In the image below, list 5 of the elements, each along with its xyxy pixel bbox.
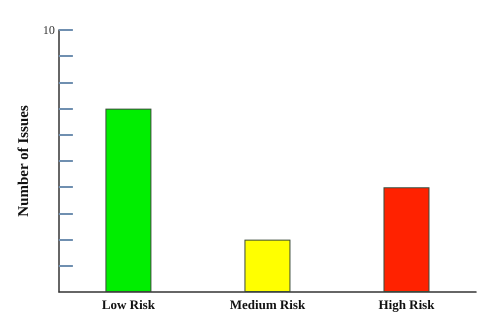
y-tick-label: 10 <box>42 23 55 37</box>
x-tick-label: High Risk <box>378 297 436 312</box>
y-axis-title: Number of Issues <box>16 105 32 217</box>
x-tick-label: Low Risk <box>102 297 156 312</box>
x-tick-label: Medium Risk <box>230 297 306 312</box>
